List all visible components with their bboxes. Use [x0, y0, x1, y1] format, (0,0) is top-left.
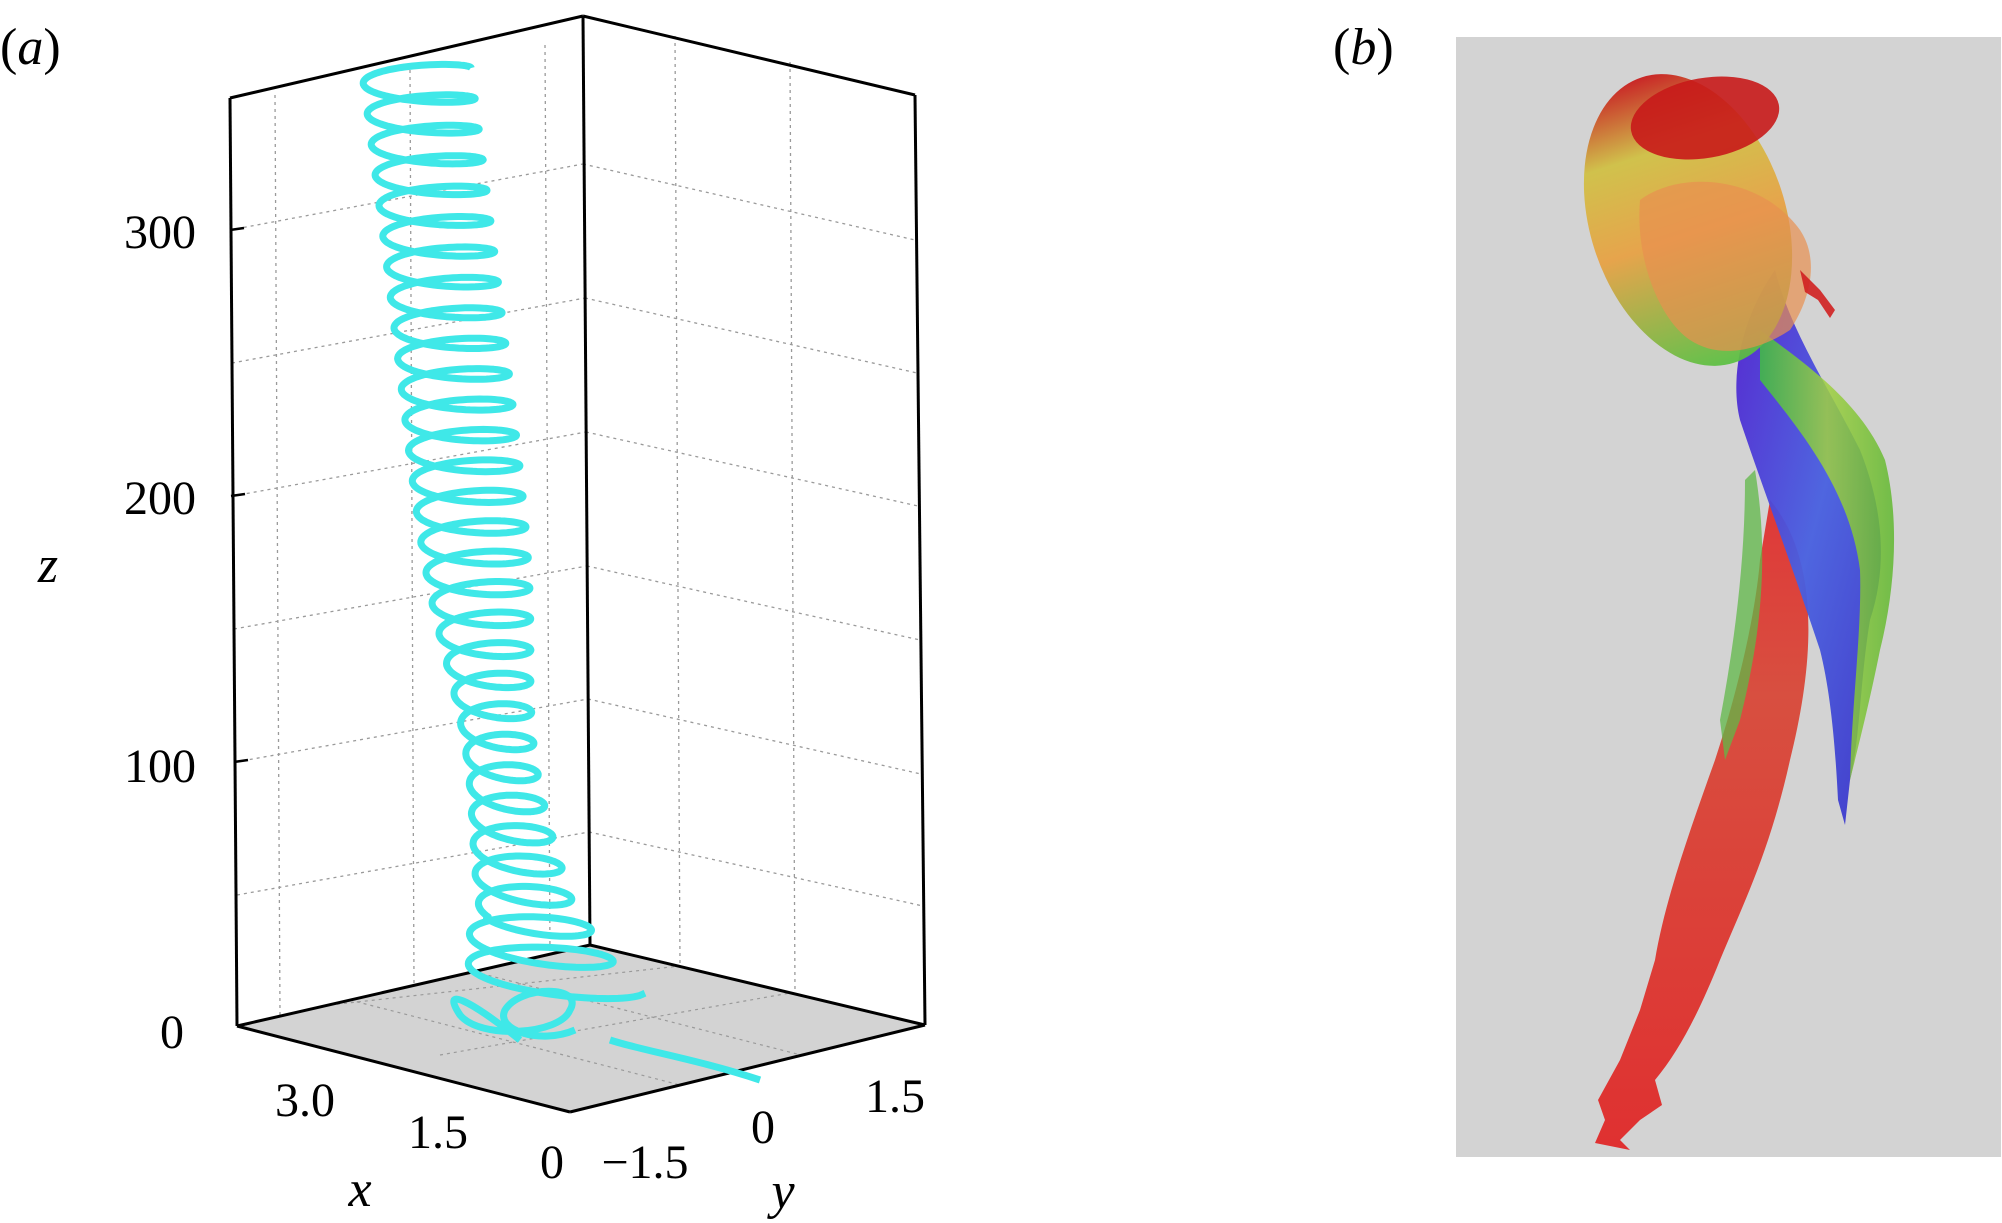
trajectory-base-loops	[450, 987, 762, 1084]
x-tick-labels: 3.0 1.5 0	[275, 1074, 564, 1189]
z-tick-label: 0	[160, 1006, 184, 1059]
y-tick-label: 1.5	[865, 1070, 925, 1123]
z-tick-marks	[229, 226, 252, 1028]
x-tick-label: 3.0	[275, 1074, 335, 1127]
y-tick-label: 0	[751, 1101, 775, 1154]
z-tick-label: 100	[124, 740, 196, 793]
blue-sheet	[1736, 270, 1881, 825]
head-red-cap	[1630, 76, 1780, 160]
y-tick-label: −1.5	[601, 1136, 688, 1189]
trajectory-line	[359, 60, 647, 1003]
z-tick-label: 200	[124, 472, 196, 525]
back-wall-grid	[229, 35, 924, 1016]
axes-box	[228, 14, 927, 1114]
x-tick-label: 1.5	[408, 1106, 468, 1159]
panel-a-label: (a)	[0, 19, 61, 76]
tail-green-streak	[1720, 470, 1763, 760]
panel-a: (a)	[0, 14, 927, 1220]
head-inner-sheet	[1639, 181, 1811, 351]
x-tick-label: 0	[540, 1136, 564, 1189]
green-sheet	[1760, 330, 1895, 780]
vortex-structure	[1583, 74, 1895, 1150]
z-tick-label: 300	[124, 206, 196, 259]
z-tick-labels: 0 100 200 300	[124, 206, 196, 1059]
y-tick-labels: −1.5 0 1.5	[601, 1070, 925, 1189]
x-axis-label: x	[347, 1161, 371, 1218]
red-tail	[1595, 500, 1809, 1150]
trajectory-helix	[359, 60, 762, 1084]
panel-b: (b)	[1333, 19, 2001, 1157]
y-axis-label: y	[766, 1163, 795, 1220]
z-axis-label: z	[37, 537, 58, 594]
panel-b-label: (b)	[1333, 19, 1394, 76]
head-lower-lip	[1800, 270, 1835, 318]
